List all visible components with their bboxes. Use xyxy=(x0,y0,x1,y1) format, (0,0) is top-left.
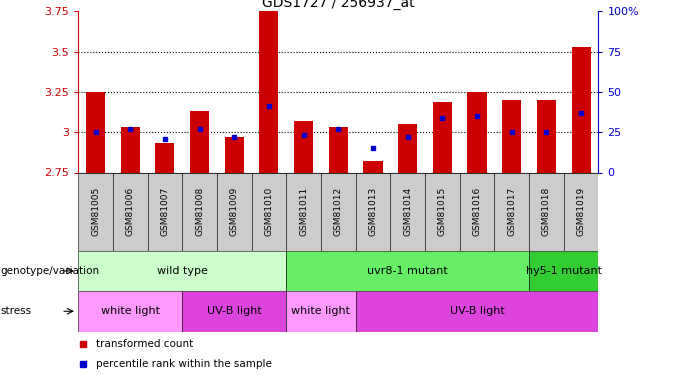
Text: GSM81008: GSM81008 xyxy=(195,187,204,237)
Text: GSM81011: GSM81011 xyxy=(299,187,308,237)
Text: GSM81005: GSM81005 xyxy=(91,187,100,237)
Bar xyxy=(286,172,321,251)
Text: GSM81010: GSM81010 xyxy=(265,187,273,237)
Bar xyxy=(113,172,148,251)
Bar xyxy=(286,251,529,291)
Bar xyxy=(78,291,182,332)
Bar xyxy=(86,92,105,172)
Bar xyxy=(356,172,390,251)
Bar xyxy=(571,47,591,172)
Text: GSM81018: GSM81018 xyxy=(542,187,551,237)
Bar xyxy=(148,172,182,251)
Text: UV-B light: UV-B light xyxy=(449,306,505,316)
Bar xyxy=(182,291,286,332)
Bar xyxy=(494,172,529,251)
Text: hy5-1 mutant: hy5-1 mutant xyxy=(526,266,602,276)
Bar xyxy=(190,111,209,172)
Text: stress: stress xyxy=(1,306,32,316)
Bar xyxy=(294,121,313,172)
Text: uvr8-1 mutant: uvr8-1 mutant xyxy=(367,266,448,276)
Text: transformed count: transformed count xyxy=(97,339,194,349)
Bar xyxy=(537,100,556,172)
Bar xyxy=(529,251,598,291)
Bar xyxy=(286,291,356,332)
Bar xyxy=(460,172,494,251)
Text: GSM81015: GSM81015 xyxy=(438,187,447,237)
Text: GSM81017: GSM81017 xyxy=(507,187,516,237)
Text: GSM81019: GSM81019 xyxy=(577,187,585,237)
Bar xyxy=(398,124,418,172)
Bar xyxy=(467,92,487,172)
Bar xyxy=(224,137,244,172)
Text: white light: white light xyxy=(101,306,160,316)
Text: GSM81016: GSM81016 xyxy=(473,187,481,237)
Bar xyxy=(182,172,217,251)
Text: GSM81012: GSM81012 xyxy=(334,188,343,237)
Bar xyxy=(564,172,598,251)
Bar xyxy=(155,144,175,172)
Text: genotype/variation: genotype/variation xyxy=(1,266,100,276)
Bar xyxy=(425,172,460,251)
Bar xyxy=(217,172,252,251)
Bar xyxy=(390,172,425,251)
Text: GSM81007: GSM81007 xyxy=(160,187,169,237)
Text: white light: white light xyxy=(292,306,350,316)
Text: UV-B light: UV-B light xyxy=(207,306,262,316)
Text: wild type: wild type xyxy=(157,266,207,276)
Bar xyxy=(120,128,140,172)
Text: GSM81014: GSM81014 xyxy=(403,188,412,237)
Bar xyxy=(78,251,286,291)
Bar xyxy=(321,172,356,251)
Bar xyxy=(529,172,564,251)
Bar xyxy=(432,102,452,172)
Bar xyxy=(363,161,383,172)
Text: GSM81006: GSM81006 xyxy=(126,187,135,237)
Bar xyxy=(502,100,522,172)
Bar xyxy=(356,291,598,332)
Title: GDS1727 / 256937_at: GDS1727 / 256937_at xyxy=(262,0,415,10)
Bar xyxy=(78,172,113,251)
Bar xyxy=(259,11,279,173)
Bar xyxy=(252,172,286,251)
Bar xyxy=(328,128,348,172)
Text: GSM81009: GSM81009 xyxy=(230,187,239,237)
Text: percentile rank within the sample: percentile rank within the sample xyxy=(97,359,272,369)
Text: GSM81013: GSM81013 xyxy=(369,187,377,237)
